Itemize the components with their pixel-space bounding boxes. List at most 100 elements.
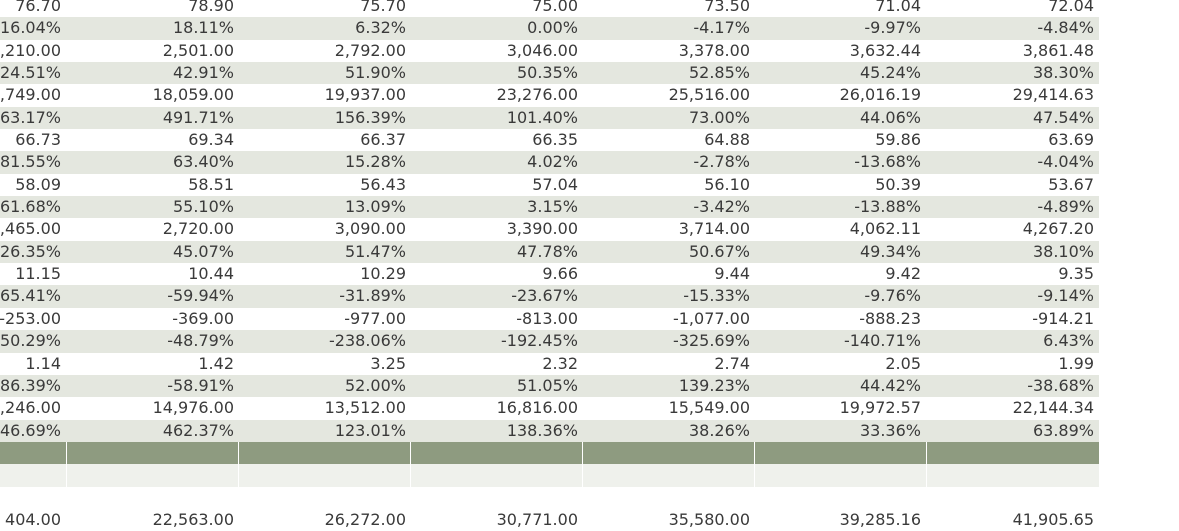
cell-text: 3,861.48 bbox=[1022, 40, 1094, 60]
row-value-cell: 45.07% bbox=[66, 241, 238, 263]
cell-text: -59.94% bbox=[167, 286, 234, 306]
row-value-cell-clipped: 66.73 bbox=[0, 129, 66, 151]
row-value-cell: -4.84% bbox=[926, 17, 1099, 39]
cell-text: -253.00 bbox=[0, 308, 61, 328]
row-value-cell: 51.47% bbox=[238, 241, 410, 263]
row-value-cell: -238.06% bbox=[238, 330, 410, 352]
row-value-cell: 1.42 bbox=[66, 353, 238, 375]
cell-text: 2,720.00 bbox=[162, 219, 234, 239]
row-value-cell: 38.10% bbox=[926, 241, 1099, 263]
cell-text: 1.42 bbox=[198, 353, 234, 373]
row-value-cell: 29,414.63 bbox=[926, 84, 1099, 106]
row-value-cell bbox=[238, 464, 410, 487]
row-value-cell: -23.67% bbox=[410, 285, 582, 307]
table-row: 11.15 10.44 10.29 9.66 9.44 9.42 9.35 bbox=[0, 263, 1099, 285]
cell-text: 0.00% bbox=[527, 18, 578, 38]
row-value-cell bbox=[66, 464, 238, 487]
row-value-cell: 6.32% bbox=[238, 17, 410, 39]
cell-text: -192.45% bbox=[501, 331, 578, 351]
cell-text: 3,390.00 bbox=[506, 219, 578, 239]
row-value-cell-clipped: 65.41% bbox=[0, 285, 66, 307]
cell-text: 65.41% bbox=[0, 286, 61, 306]
row-value-cell-clipped bbox=[0, 464, 66, 486]
cell-text: -813.00 bbox=[516, 308, 578, 328]
row-value-cell: 72.04 bbox=[926, 0, 1099, 17]
row-value-cell bbox=[754, 487, 926, 509]
spacer-row bbox=[0, 486, 1099, 509]
row-value-cell: 3.25 bbox=[238, 353, 410, 375]
row-value-cell: 75.00 bbox=[410, 0, 582, 17]
row-value-cell: -3.42% bbox=[582, 196, 754, 218]
row-value-cell-clipped: 63.17% bbox=[0, 107, 66, 129]
cell-text: 45.07% bbox=[172, 241, 234, 261]
row-value-cell: 38.30% bbox=[926, 62, 1099, 84]
cell-text: 2.74 bbox=[714, 353, 750, 373]
row-value-cell: 14,976.00 bbox=[66, 397, 238, 419]
row-value-cell: -4.89% bbox=[926, 196, 1099, 218]
cell-text: 38.30% bbox=[1032, 63, 1094, 83]
row-value-cell: 26,272.00 bbox=[238, 509, 410, 531]
cell-text: -888.23 bbox=[859, 308, 921, 328]
table-row: 404.00 22,563.00 26,272.00 30,771.00 35,580.… bbox=[0, 509, 1099, 531]
table-row: ,210.00 2,501.00 2,792.00 3,046.00 3,378.00 3… bbox=[0, 40, 1099, 62]
cell-text: 26,272.00 bbox=[324, 509, 406, 529]
cell-text: -4.89% bbox=[1037, 197, 1094, 217]
row-value-cell bbox=[582, 464, 754, 487]
row-value-cell-clipped: 11.15 bbox=[0, 263, 66, 285]
cell-text: 66.35 bbox=[532, 130, 578, 150]
cell-text: 23,276.00 bbox=[496, 85, 578, 105]
row-value-cell: 9.66 bbox=[410, 263, 582, 285]
row-value-cell: 66.37 bbox=[238, 129, 410, 151]
cell-text: 19,937.00 bbox=[324, 85, 406, 105]
row-value-cell: 4.02% bbox=[410, 151, 582, 173]
cell-text: 57.04 bbox=[532, 174, 578, 194]
row-value-cell: -15.33% bbox=[582, 285, 754, 307]
cell-text: -3.42% bbox=[693, 197, 750, 217]
cell-text: 462.37% bbox=[162, 420, 234, 440]
cell-text: 1.14 bbox=[25, 353, 61, 373]
row-value-cell: 2,720.00 bbox=[66, 218, 238, 240]
cell-text: 51.90% bbox=[344, 63, 406, 83]
cell-text: -9.76% bbox=[864, 286, 921, 306]
row-value-cell: -48.79% bbox=[66, 330, 238, 352]
row-value-cell: 26,016.19 bbox=[754, 84, 926, 106]
cell-text: -13.68% bbox=[854, 152, 921, 172]
row-value-cell: 56.10 bbox=[582, 174, 754, 196]
row-value-cell: 47.54% bbox=[926, 107, 1099, 129]
row-value-cell bbox=[410, 487, 582, 509]
row-value-cell bbox=[410, 464, 582, 487]
row-value-cell: 52.85% bbox=[582, 62, 754, 84]
row-value-cell: -977.00 bbox=[238, 308, 410, 330]
cell-text: 75.70 bbox=[360, 0, 406, 15]
cell-text: 58.09 bbox=[15, 174, 61, 194]
cell-text: 72.04 bbox=[1048, 0, 1094, 15]
row-value-cell: 73.00% bbox=[582, 107, 754, 129]
cell-text: 38.10% bbox=[1032, 241, 1094, 261]
row-value-cell: 2,501.00 bbox=[66, 40, 238, 62]
row-value-cell: 101.40% bbox=[410, 107, 582, 129]
row-value-cell: 66.35 bbox=[410, 129, 582, 151]
cell-text: 10.29 bbox=[360, 264, 406, 284]
row-value-cell-clipped bbox=[0, 442, 66, 464]
cell-text: -15.33% bbox=[683, 286, 750, 306]
cell-text: 50.29% bbox=[0, 331, 61, 351]
cell-text: 29,414.63 bbox=[1012, 85, 1094, 105]
cell-text: ,210.00 bbox=[0, 40, 61, 60]
row-value-cell: 73.50 bbox=[582, 0, 754, 17]
row-value-cell: -4.04% bbox=[926, 151, 1099, 173]
cell-text: -4.84% bbox=[1037, 18, 1094, 38]
row-value-cell: 3,390.00 bbox=[410, 218, 582, 240]
cell-text: 26.35% bbox=[0, 241, 61, 261]
cell-text: -4.17% bbox=[693, 18, 750, 38]
table-row: 16.04% 18.11% 6.32% 0.00% -4.17% -9.97% -4.84% bbox=[0, 17, 1099, 40]
row-value-cell: 10.44 bbox=[66, 263, 238, 285]
row-value-cell-clipped: 404.00 bbox=[0, 509, 66, 531]
row-value-cell: 1.99 bbox=[926, 353, 1099, 375]
row-value-cell-clipped: ,749.00 bbox=[0, 84, 66, 106]
cell-text: 491.71% bbox=[162, 107, 234, 127]
cell-text: 138.36% bbox=[506, 420, 578, 440]
row-value-cell: 78.90 bbox=[66, 0, 238, 17]
cell-text: -325.69% bbox=[673, 331, 750, 351]
row-value-cell-clipped: 61.68% bbox=[0, 196, 66, 218]
cell-text: 63.17% bbox=[0, 107, 61, 127]
